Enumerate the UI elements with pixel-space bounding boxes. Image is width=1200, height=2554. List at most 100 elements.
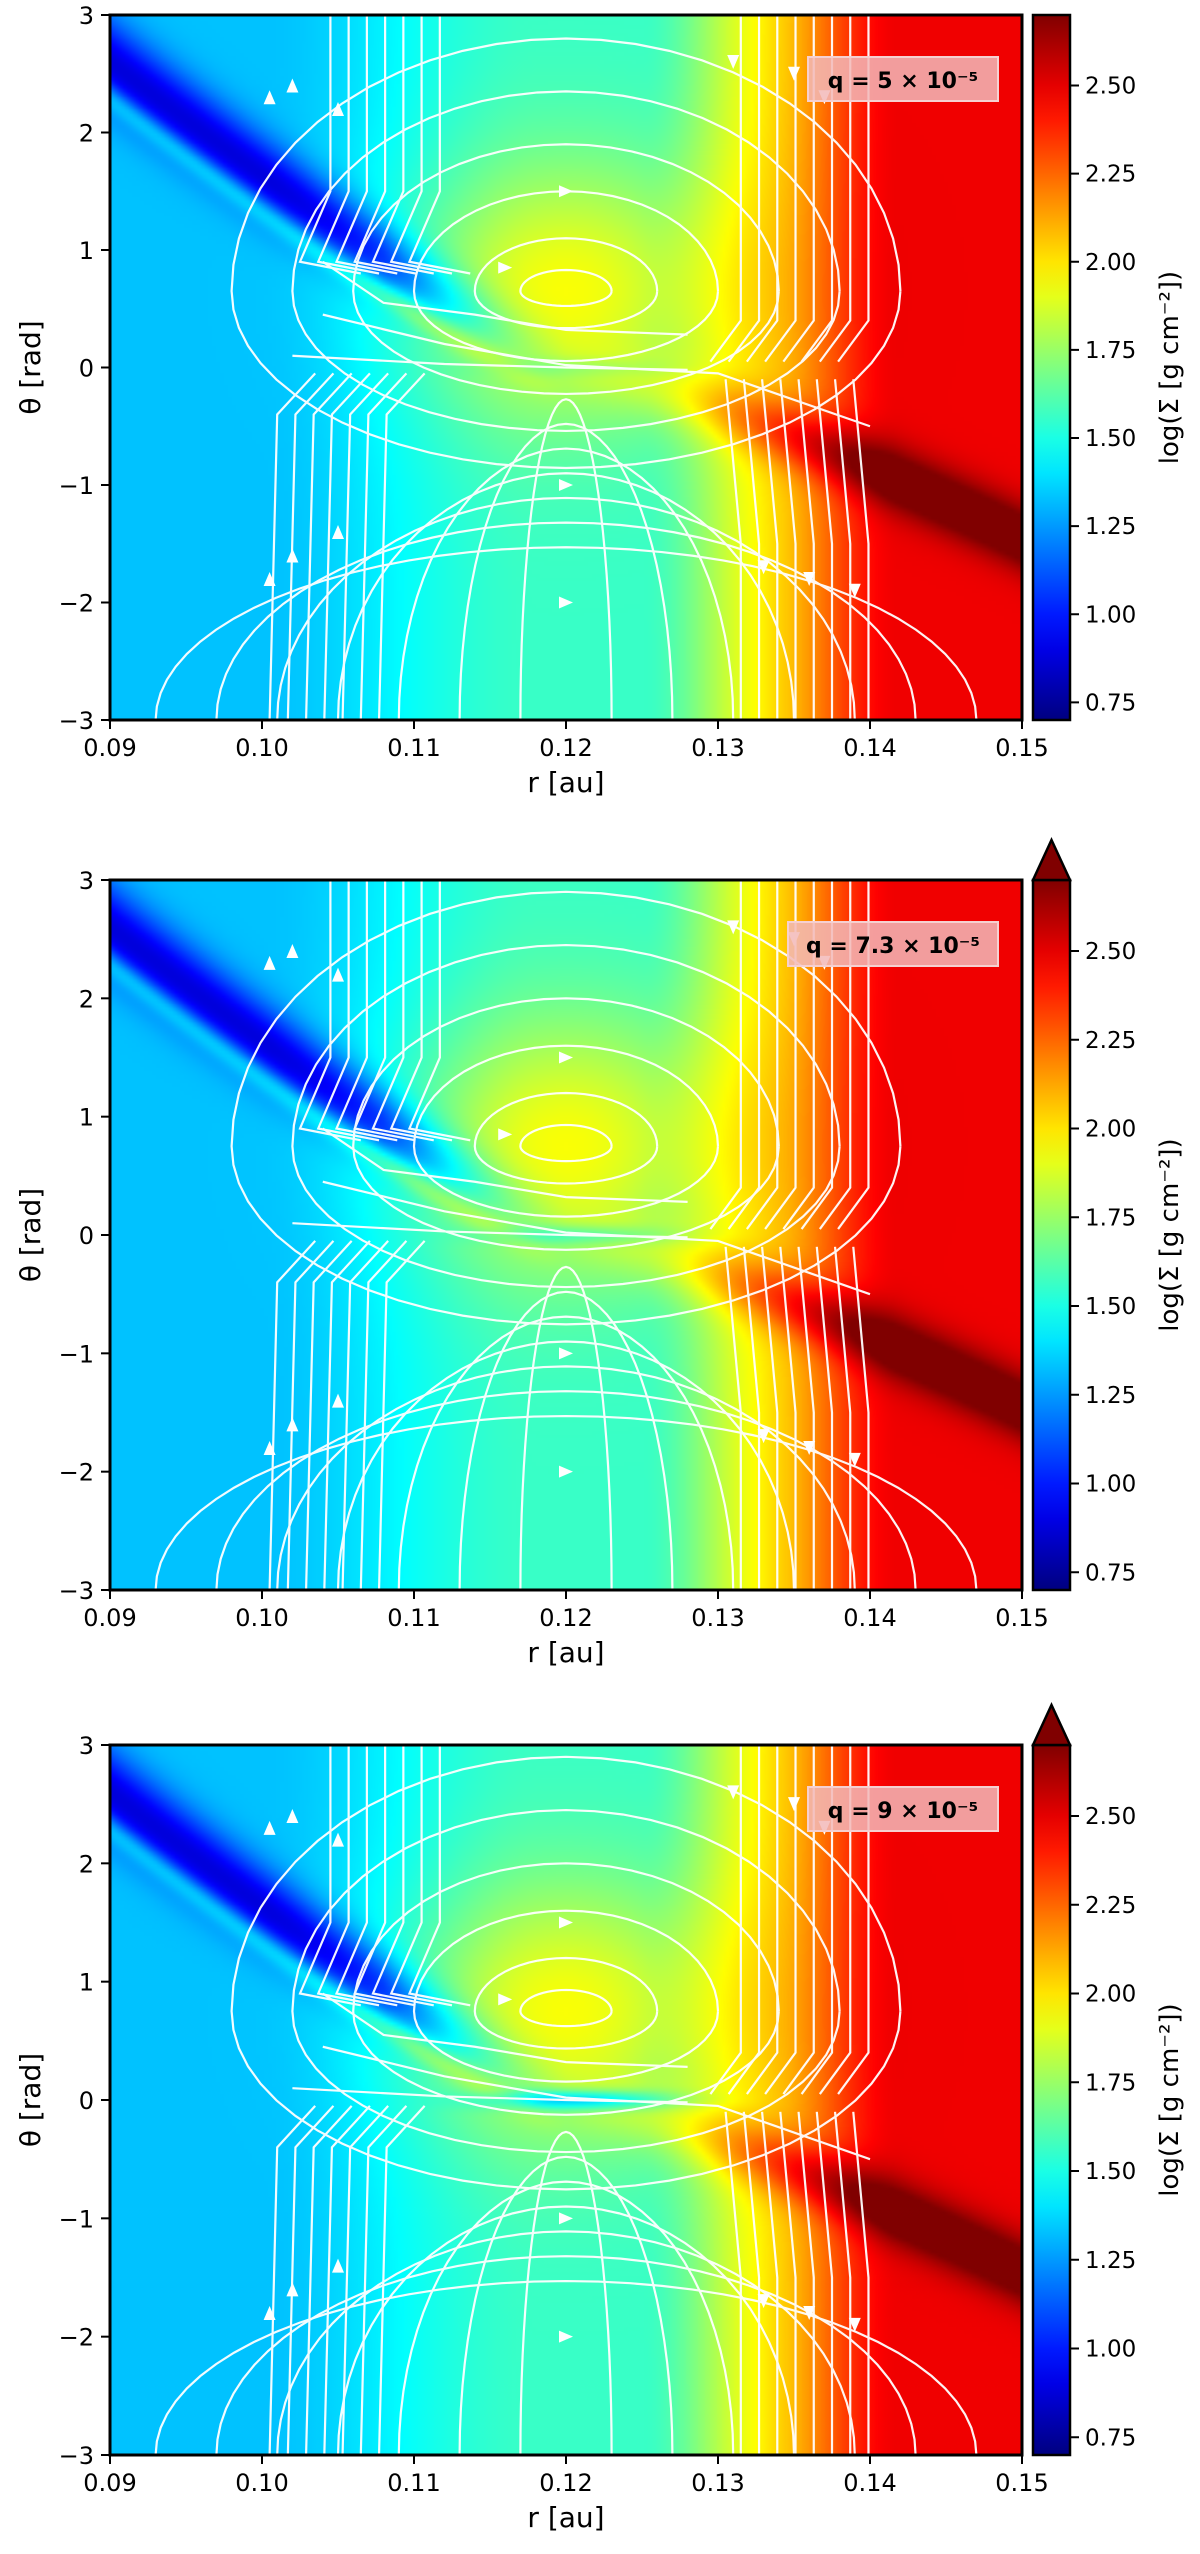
colorbar-tick-label: 1.50: [1085, 1294, 1136, 1320]
outer-streamline: [760, 379, 779, 720]
horseshoe-streamline: [458, 1290, 674, 1591]
outer-streamline: [837, 880, 870, 1230]
panel-3: 0.09 0.10 0.11 0.12 0.13 0.14 0.15 3 2 1 0 −1 −2 −3 r …: [14, 1702, 1185, 2534]
y-tick-label: −2: [59, 1459, 94, 1487]
colorbar: 0.75 1.00 1.25 1.50 1.75 2.00 2.25 2.50 log(Σ [g…: [1031, 1702, 1185, 2457]
x-tick-label: 0.15: [995, 734, 1048, 762]
vortex-streamline: [473, 1091, 659, 1185]
streamline-arrow: [803, 572, 816, 586]
inner-streamline: [304, 1240, 353, 1591]
x-tick-label: 0.15: [995, 1604, 1048, 1632]
vortex-streamline: [291, 943, 841, 1289]
horseshoe-streamline: [154, 2279, 978, 2456]
inner-streamline: [316, 15, 380, 275]
colorbar-label: log(Σ [g cm⁻²]): [1155, 1138, 1185, 1331]
streamline-arrow: [332, 967, 344, 982]
colorbar-label: log(Σ [g cm⁻²]): [1155, 271, 1185, 464]
vortex-streamline: [352, 997, 780, 1251]
inner-streamline: [377, 2105, 426, 2456]
inner-streamline: [268, 372, 317, 721]
streamline-arrow: [757, 2294, 770, 2309]
outer-streamline: [727, 15, 761, 363]
inner-streamline: [359, 1240, 408, 1591]
inner-streamline: [323, 2105, 371, 2456]
streamline-arrow: [757, 560, 770, 575]
y-tick-label: 0: [79, 355, 94, 383]
annotation-label: q = 9 × 10⁻⁵: [828, 1799, 978, 1824]
colorbar-tick-label: 1.75: [1085, 338, 1136, 364]
annotation-box: [787, 921, 999, 967]
outer-streamline: [833, 379, 852, 720]
horseshoe-streamline: [397, 447, 735, 721]
outer-streamline: [833, 1246, 852, 1590]
outer-streamline: [742, 379, 761, 720]
vortex-streamline: [412, 1044, 720, 1218]
x-tick-label: 0.12: [539, 2469, 592, 2497]
outer-streamline: [815, 379, 834, 720]
y-axis-label: θ [rad]: [14, 2053, 47, 2147]
y-tick-label: 1: [79, 1969, 94, 1997]
streamline-arrow: [332, 525, 344, 539]
streamline-arrow: [848, 2317, 861, 2332]
inner-streamline: [323, 1240, 371, 1591]
horseshoe-streamline: [336, 472, 796, 721]
outer-streamline: [818, 15, 852, 363]
streamline-arrow: [263, 572, 276, 586]
streamline-arrow: [286, 1809, 299, 1823]
colorbar-tick-label: 2.25: [1085, 1028, 1136, 1054]
streamline-arrow: [848, 1452, 861, 1467]
streamline-arrow: [803, 1441, 816, 1455]
y-tick-label: 3: [79, 867, 94, 895]
horseshoe-streamline: [276, 2230, 856, 2456]
wake-streamline: [292, 1222, 688, 1239]
streamline-arrow: [332, 2258, 344, 2273]
y-tick-label: 2: [79, 985, 94, 1013]
inner-streamline: [323, 372, 371, 721]
y-tick-label: 0: [79, 2087, 94, 2115]
horseshoe-streamline: [519, 398, 613, 721]
outer-streamline: [797, 2111, 815, 2455]
y-tick-label: −2: [59, 2324, 94, 2352]
colorbar-tick-label: 2.25: [1085, 162, 1136, 188]
outer-streamline: [800, 1745, 834, 2095]
outer-streamline: [797, 379, 815, 720]
outer-streamline: [852, 2111, 870, 2455]
streamline-arrow: [788, 66, 800, 81]
y-tick-label: 3: [79, 2, 94, 30]
y-axis-label: θ [rad]: [14, 1188, 47, 1282]
y-tick-label: −3: [59, 2442, 94, 2470]
outer-streamline: [779, 379, 797, 720]
inner-streamline: [268, 1240, 317, 1591]
horseshoe-streamline: [276, 1365, 856, 1591]
vortex-streamline: [519, 1123, 613, 1163]
x-tick-label: 0.13: [691, 1604, 744, 1632]
colorbar-tick-label: 1.50: [1085, 2159, 1136, 2185]
annotation-label: q = 7.3 × 10⁻⁵: [806, 934, 980, 959]
y-tick-label: 1: [79, 237, 94, 265]
x-tick-label: 0.12: [539, 734, 592, 762]
inner-streamline: [389, 15, 453, 275]
inner-streamline: [353, 880, 416, 1142]
outer-streamline: [760, 2111, 779, 2455]
streamline-arrow: [263, 1820, 276, 1835]
colorbar-extend-arrow: [1031, 837, 1072, 882]
outer-streamline: [782, 880, 815, 1230]
outer-streamline: [797, 1246, 815, 1590]
horseshoe-streamline: [397, 2180, 735, 2456]
colorbar-tick-label: 2.00: [1085, 1982, 1136, 2008]
streamline-arrow: [332, 1832, 344, 1847]
streamline-arrow: [727, 1785, 740, 1800]
inner-streamline: [377, 372, 426, 721]
vortex-streamline: [352, 143, 780, 396]
streamline-arrows: [263, 55, 861, 609]
inner-streamline: [371, 880, 434, 1142]
outer-streamline: [852, 1246, 870, 1590]
inner-streamline: [334, 1745, 398, 2007]
x-axis-label: r [au]: [527, 2501, 604, 2534]
outer-streamline: [815, 1246, 834, 1590]
outer-streamline: [727, 1745, 761, 2095]
colorbar-tick-label: 2.50: [1085, 1804, 1136, 1830]
streamline-arrow: [286, 944, 299, 958]
outer-streamline: [764, 15, 797, 363]
